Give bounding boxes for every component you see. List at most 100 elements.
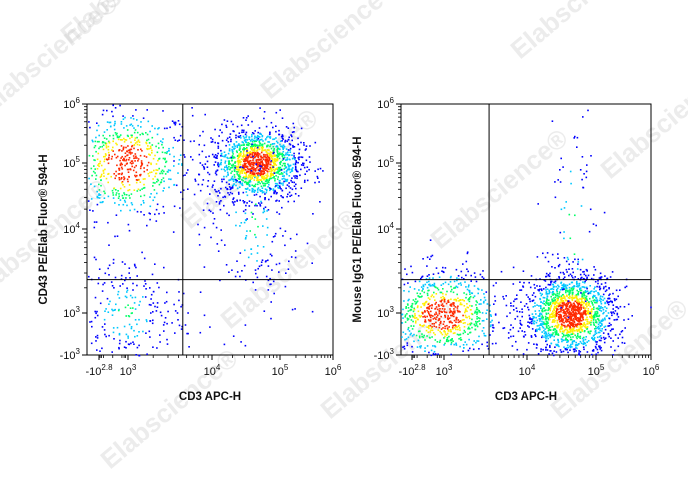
event-dot — [560, 306, 562, 309]
event-dot — [292, 144, 294, 147]
event-dot — [561, 325, 563, 327]
event-dot — [225, 144, 227, 147]
event-dot — [257, 169, 260, 172]
event-dot — [545, 320, 548, 323]
event-dot — [612, 354, 614, 356]
event-dot — [295, 169, 298, 171]
event-dot — [106, 297, 109, 300]
event-dot — [262, 225, 264, 227]
event-dot — [545, 318, 547, 321]
event-dot — [429, 304, 431, 307]
event-dot — [257, 189, 259, 191]
event-dot — [225, 264, 228, 266]
event-dot — [603, 326, 606, 328]
event-dot — [605, 289, 608, 291]
event-dot — [599, 277, 602, 280]
event-dot — [226, 168, 228, 171]
event-dot — [134, 142, 137, 144]
event-dot — [114, 202, 116, 204]
event-dot — [456, 333, 459, 336]
event-dot — [548, 334, 551, 336]
event-dot — [598, 327, 601, 330]
event-dot — [107, 151, 110, 154]
event-dot — [249, 160, 252, 162]
event-dot — [422, 288, 424, 290]
event-dot — [410, 332, 412, 335]
event-dot — [428, 308, 430, 310]
event-dot — [599, 329, 601, 332]
event-dot — [444, 281, 447, 284]
event-dot — [516, 348, 519, 351]
y-tick-label: -103 — [374, 347, 395, 362]
event-dot — [583, 298, 586, 300]
event-dot — [584, 319, 587, 321]
event-dot — [201, 150, 204, 153]
event-dot — [225, 164, 228, 167]
event-dot — [548, 304, 550, 306]
event-dot — [282, 182, 284, 185]
event-dot — [217, 164, 219, 166]
event-dot — [421, 290, 423, 292]
event-dot — [468, 297, 471, 299]
event-dot — [284, 244, 286, 247]
event-dot — [207, 171, 209, 174]
event-dot — [136, 275, 138, 277]
event-dot — [556, 322, 559, 324]
event-dot — [409, 333, 412, 336]
event-dot — [555, 285, 557, 288]
event-dot — [95, 136, 97, 139]
event-dot — [529, 286, 532, 289]
event-dot — [149, 213, 151, 215]
event-dot — [125, 146, 127, 149]
event-dot — [152, 157, 155, 160]
event-dot — [217, 162, 219, 164]
event-dot — [239, 172, 241, 175]
event-dot — [547, 327, 550, 330]
event-dot — [228, 193, 231, 196]
event-dot — [266, 161, 269, 163]
event-dot — [579, 337, 581, 339]
event-dot — [447, 299, 449, 302]
event-dot — [546, 297, 548, 300]
event-dot — [450, 305, 453, 307]
event-dot — [164, 165, 166, 168]
event-dot — [573, 325, 576, 328]
event-dot — [435, 321, 437, 324]
event-dot — [217, 165, 220, 168]
x-tick-label: 105 — [272, 363, 289, 378]
event-dot — [286, 178, 289, 181]
event-dot — [124, 306, 127, 309]
event-dot — [162, 146, 164, 149]
event-dot — [598, 307, 601, 310]
event-dot — [263, 175, 265, 178]
event-dot — [251, 184, 253, 187]
event-dot — [235, 211, 237, 214]
event-dot — [270, 160, 273, 162]
event-dot — [243, 150, 245, 153]
event-dot — [578, 350, 580, 352]
event-dot — [579, 340, 582, 343]
event-dot — [291, 308, 294, 311]
event-dot — [532, 299, 535, 302]
event-dot — [541, 320, 543, 323]
event-dot — [198, 244, 201, 246]
event-dot — [444, 325, 446, 328]
event-dot — [568, 320, 570, 323]
event-dot — [607, 325, 609, 327]
event-dot — [280, 188, 282, 190]
event-dot — [276, 159, 278, 162]
y-axis-title: CD43 PE/Elab Fluor® 594-H — [38, 154, 50, 304]
event-dot — [610, 312, 613, 314]
event-dot — [244, 176, 247, 178]
event-dot — [547, 307, 550, 309]
event-dot — [288, 143, 291, 145]
event-dot — [261, 145, 264, 147]
event-dot — [259, 107, 261, 109]
event-dot — [534, 334, 536, 336]
event-dot — [413, 307, 415, 310]
event-dot — [455, 268, 458, 271]
event-dot — [268, 157, 270, 160]
event-dot — [580, 327, 582, 329]
event-dot — [122, 197, 124, 199]
event-dot — [99, 162, 101, 165]
